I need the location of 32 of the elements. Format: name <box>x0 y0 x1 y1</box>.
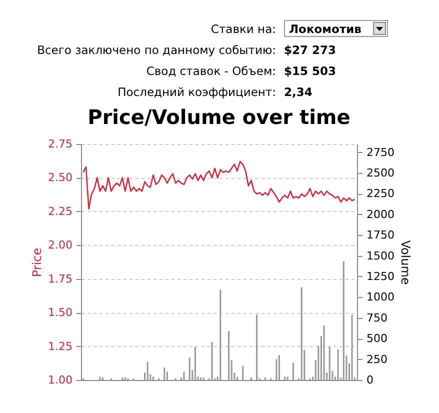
y2-tick-label: 2500 <box>366 166 394 180</box>
y2-tick-label: 1500 <box>366 249 394 262</box>
y-tick-label: 2.00 <box>48 238 72 252</box>
y2-tick-label: 250 <box>366 352 388 366</box>
text: Свод ставок - Объем: <box>146 64 276 78</box>
line-series <box>82 160 356 210</box>
y2-tick-label: 1000 <box>366 290 394 304</box>
text: Всего заключено по данному событию: <box>37 42 276 56</box>
y-tick-label: 2.25 <box>48 204 72 218</box>
y2-tick-label: 750 <box>366 311 388 324</box>
y2-tick-label: 0 <box>366 374 374 386</box>
y2-tick-label: 2250 <box>366 187 394 200</box>
y2-tick-label: 500 <box>366 332 388 346</box>
y2-axis-title: Volume <box>398 240 412 285</box>
text: $15 503 <box>284 64 338 78</box>
y-axis-title: Price <box>30 248 44 278</box>
y2-tick-label: 1250 <box>366 270 394 283</box>
chart-title: Price/Volume over time <box>88 105 350 129</box>
text: $27 273 <box>284 42 338 56</box>
y-tick-label: 2.75 <box>48 138 72 150</box>
y-tick-label: 1.25 <box>48 340 72 353</box>
y2-tick-label: 2750 <box>366 146 394 159</box>
text: Ставки на: <box>210 22 276 36</box>
y-tick-label: 1.00 <box>48 374 72 386</box>
text: Последний коэффициент: <box>118 84 276 98</box>
y-tick-label: 1.75 <box>48 272 72 286</box>
y-tick-label: 2.50 <box>48 171 72 184</box>
y2-tick-label: 2000 <box>366 208 394 221</box>
y-tick-label: 1.50 <box>48 306 72 320</box>
text: 2,34 <box>284 84 314 98</box>
y2-tick-label: 1750 <box>366 228 394 242</box>
select-field: Локомотив <box>284 20 388 37</box>
